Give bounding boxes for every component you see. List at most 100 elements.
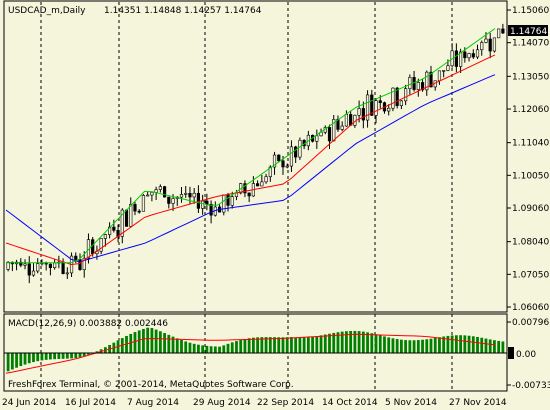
candle-body: [184, 192, 188, 195]
time-label: 22 Sep 2014: [257, 398, 314, 408]
price-tick-label: 1.06060: [512, 303, 549, 313]
macd-bar: [36, 353, 40, 362]
candle-body: [501, 28, 505, 34]
candle-body: [442, 70, 446, 72]
candle-body: [497, 28, 501, 39]
candle-body: [171, 198, 175, 204]
macd-bar: [87, 353, 90, 355]
price-tick-label: 1.09060: [512, 204, 549, 214]
macd-bar: [197, 344, 200, 353]
macd-label: MACD(12,26,9) 0.003882 0.002446: [8, 319, 168, 329]
price-tick-label: 1.10050: [512, 171, 549, 181]
macd-bar: [192, 343, 196, 353]
candle-body: [425, 71, 429, 91]
macd-bar: [357, 331, 361, 353]
macd-bar: [19, 353, 23, 367]
macd-bar: [150, 328, 154, 353]
ma-fast-line: [6, 28, 496, 264]
macd-bar: [421, 339, 424, 353]
candle-body: [196, 192, 201, 209]
macd-bar: [218, 346, 221, 353]
price-pane[interactable]: [3, 0, 508, 313]
chart-ohlc: 1.14351 1.14848 1.14257 1.14764: [104, 6, 262, 16]
time-label: 29 Aug 2014: [193, 398, 251, 408]
candle-body: [285, 165, 289, 168]
macd-bar: [345, 331, 348, 353]
macd-bar: [273, 337, 276, 353]
candle-body: [74, 255, 78, 260]
candle-body: [201, 200, 205, 209]
macd-bar: [290, 337, 293, 353]
macd-bar: [454, 335, 458, 353]
time-label: 16 Jul 2014: [65, 398, 116, 408]
candle-body: [437, 70, 442, 82]
macd-bar: [298, 337, 302, 353]
candle-body: [61, 261, 65, 274]
macd-bar: [340, 331, 344, 353]
macd-bar: [6, 353, 10, 372]
candle-body: [281, 160, 285, 168]
candle-body: [349, 114, 353, 126]
macd-signal-line: [5, 333, 496, 374]
candle-body: [332, 119, 336, 142]
macd-bar: [171, 336, 175, 353]
candle-body: [277, 154, 281, 162]
macd-bar: [188, 342, 192, 353]
candle-body: [222, 194, 226, 213]
macd-bar: [408, 340, 412, 353]
macd-bar: [281, 337, 285, 353]
macd-bar: [471, 336, 475, 353]
candle-body: [48, 263, 53, 268]
macd-bar: [488, 339, 492, 353]
candle-body: [471, 53, 475, 58]
macd-bar: [467, 335, 471, 353]
price-tick-label: 1.13050: [512, 72, 549, 82]
macd-bar: [235, 341, 238, 353]
macd-bar: [319, 335, 323, 353]
candle-body: [454, 50, 458, 67]
macd-bar: [332, 332, 336, 353]
macd-bar: [361, 331, 365, 353]
macd-bar: [459, 335, 462, 353]
candle-body: [315, 135, 319, 142]
macd-axis: 0.007967 0.00 -0.007331: [507, 318, 550, 391]
candle-body: [488, 38, 492, 52]
candle-body: [327, 127, 332, 142]
macd-bar: [395, 339, 399, 353]
candle-body: [82, 257, 86, 270]
candle-body: [167, 196, 171, 204]
candle-body: [65, 272, 69, 275]
macd-bar: [256, 337, 260, 353]
price-tick-label: 1.07050: [512, 270, 549, 280]
macd-bar: [442, 336, 446, 353]
time-label: 27 Nov 2014: [449, 398, 507, 408]
candle-body: [23, 263, 27, 266]
time-label: 14 Oct 2014: [322, 398, 378, 408]
time-label: 5 Nov 2014: [385, 398, 437, 408]
macd-bar: [378, 335, 382, 353]
candle-body: [391, 87, 395, 109]
macd-bar: [484, 338, 488, 353]
macd-bar: [226, 343, 230, 353]
candle-body: [6, 261, 10, 270]
macd-bar: [476, 336, 479, 353]
macd-bar: [374, 334, 378, 353]
macd-bar: [370, 333, 374, 353]
macd-bar: [501, 341, 505, 353]
macd-bar: [497, 340, 501, 353]
candle-body: [112, 226, 116, 231]
macd-bar: [70, 353, 73, 359]
macd-bar: [40, 353, 44, 361]
macd-bar: [349, 330, 353, 353]
macd-bar: [167, 334, 171, 353]
candle-body: [124, 209, 129, 227]
candle-body: [205, 200, 209, 205]
candle-body: [374, 100, 378, 116]
macd-bar: [146, 327, 150, 353]
candle-body: [370, 94, 374, 116]
macd-bar: [450, 335, 454, 353]
macd-bar: [15, 353, 18, 368]
candle-body: [260, 181, 264, 187]
candle-body: [226, 194, 230, 206]
